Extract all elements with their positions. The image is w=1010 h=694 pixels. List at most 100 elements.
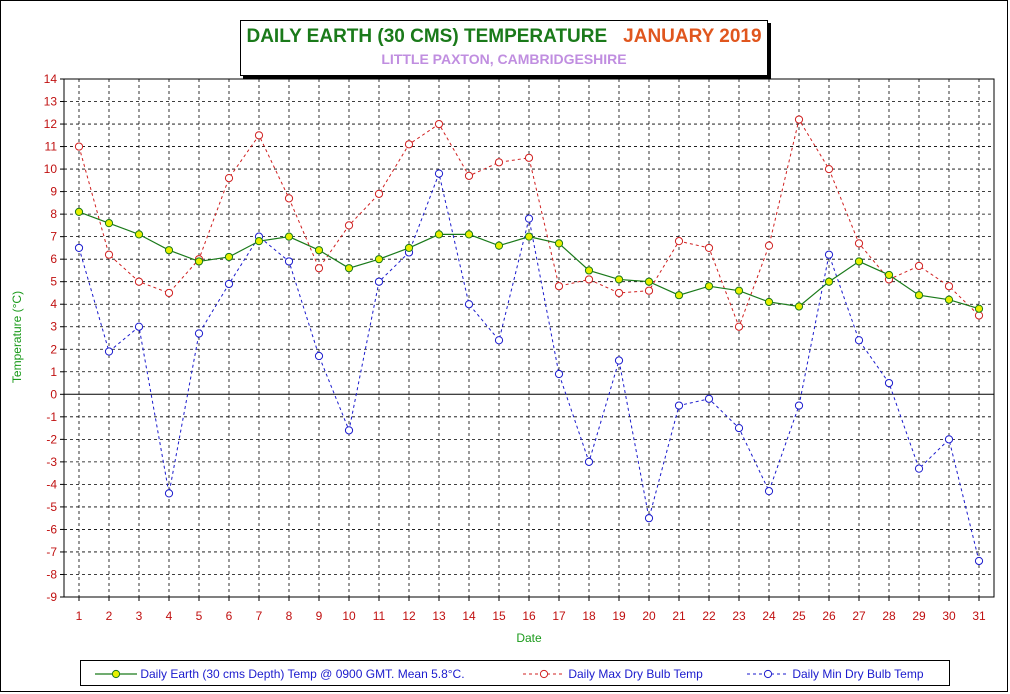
data-point — [134, 230, 144, 239]
y-tick-label: 7 — [50, 230, 57, 244]
x-tick-label: 17 — [552, 609, 566, 623]
data-point — [824, 277, 834, 286]
data-point — [974, 304, 984, 313]
legend-item-max: Daily Max Dry Bulb Temp — [523, 666, 703, 681]
data-point — [464, 171, 474, 180]
data-point — [554, 282, 564, 291]
legend-item-min: Daily Min Dry Bulb Temp — [747, 666, 924, 681]
x-tick-label: 26 — [822, 609, 836, 623]
legend-swatch-earth — [95, 669, 137, 678]
y-tick-label: -5 — [46, 500, 57, 514]
chart-subtitle: LITTLE PAXTON, CAMBRIDGESHIRE — [381, 51, 627, 67]
x-tick-label: 25 — [792, 609, 806, 623]
data-point — [314, 351, 324, 361]
series-1 — [74, 115, 984, 331]
legend-swatch-min — [747, 669, 789, 678]
data-point — [914, 291, 924, 300]
data-point — [914, 464, 924, 473]
data-point — [344, 426, 354, 435]
data-point — [974, 311, 984, 320]
data-point — [374, 189, 384, 198]
x-tick-label: 12 — [402, 609, 416, 623]
chart-title-box: DAILY EARTH (30 CMS) TEMPERATURE JANUARY … — [240, 20, 768, 76]
data-point — [404, 140, 414, 149]
data-point — [464, 300, 474, 309]
y-tick-label: 1 — [50, 365, 57, 379]
data-point — [614, 288, 624, 298]
legend-label-earth: Daily Earth (30 cms Depth) Temp @ 0900 G… — [140, 666, 465, 681]
x-tick-label: 30 — [942, 609, 956, 623]
data-point — [434, 119, 444, 129]
data-point — [764, 297, 774, 307]
data-point — [794, 401, 804, 410]
y-tick-label: 6 — [50, 252, 57, 266]
data-point — [974, 556, 984, 566]
chart-legend: Daily Earth (30 cms Depth) Temp @ 0900 G… — [80, 660, 950, 686]
data-point — [914, 261, 924, 271]
data-point — [134, 277, 144, 286]
data-point — [254, 237, 264, 246]
data-point — [434, 230, 444, 239]
y-tick-label: 0 — [50, 387, 57, 401]
data-point — [284, 232, 294, 241]
x-tick-label: 6 — [226, 609, 233, 623]
chart-title-period: JANUARY 2019 — [623, 26, 762, 47]
x-tick-label: 27 — [852, 609, 866, 623]
y-tick-label: 5 — [50, 275, 57, 289]
y-tick-label: -3 — [46, 455, 57, 469]
data-point — [554, 239, 564, 248]
data-point — [524, 153, 534, 162]
data-point — [854, 257, 864, 266]
data-point — [494, 241, 504, 250]
x-tick-label: 9 — [316, 609, 323, 623]
data-point — [644, 277, 654, 286]
x-tick-label: 28 — [882, 609, 896, 623]
data-point — [314, 246, 324, 255]
data-point — [224, 173, 234, 183]
data-point — [164, 489, 174, 498]
data-point — [884, 270, 894, 280]
y-tick-label: 2 — [50, 342, 57, 356]
data-point — [884, 378, 894, 388]
legend-label-max: Daily Max Dry Bulb Temp — [568, 666, 703, 681]
legend-swatch-max — [523, 669, 565, 678]
data-point — [824, 250, 834, 259]
data-point — [764, 487, 774, 496]
y-axis-label: Temperature (°C) — [10, 291, 24, 383]
data-point — [194, 329, 204, 338]
data-point — [434, 169, 444, 178]
data-point — [584, 275, 594, 284]
data-point — [524, 214, 534, 223]
data-point — [764, 241, 774, 250]
data-point — [104, 347, 114, 356]
x-tick-label: 21 — [672, 609, 686, 623]
x-tick-label: 23 — [732, 609, 746, 623]
y-tick-label: -4 — [46, 477, 57, 491]
data-point — [224, 279, 234, 289]
x-tick-label: 13 — [432, 609, 446, 623]
data-point — [524, 232, 534, 241]
data-point — [674, 237, 684, 246]
y-tick-label: -6 — [46, 522, 57, 536]
x-tick-label: 15 — [492, 609, 506, 623]
data-point — [944, 295, 954, 304]
data-point — [734, 322, 744, 331]
x-tick-label: 8 — [286, 609, 293, 623]
data-point — [824, 164, 834, 174]
y-tick-label: 11 — [45, 140, 58, 154]
x-tick-label: 22 — [702, 609, 716, 623]
x-tick-label: 3 — [136, 609, 143, 623]
data-point — [284, 257, 294, 266]
data-point — [794, 302, 804, 311]
data-point — [734, 286, 744, 295]
y-tick-label: 9 — [50, 185, 57, 199]
data-point — [734, 423, 744, 433]
x-tick-label: 7 — [256, 609, 263, 623]
x-axis-label: Date — [516, 631, 542, 645]
data-point — [284, 194, 294, 203]
data-point — [74, 142, 84, 151]
x-tick-label: 19 — [612, 609, 626, 623]
data-point — [944, 282, 954, 291]
y-tick-label: 14 — [44, 72, 58, 86]
y-tick-label: 12 — [44, 117, 58, 131]
